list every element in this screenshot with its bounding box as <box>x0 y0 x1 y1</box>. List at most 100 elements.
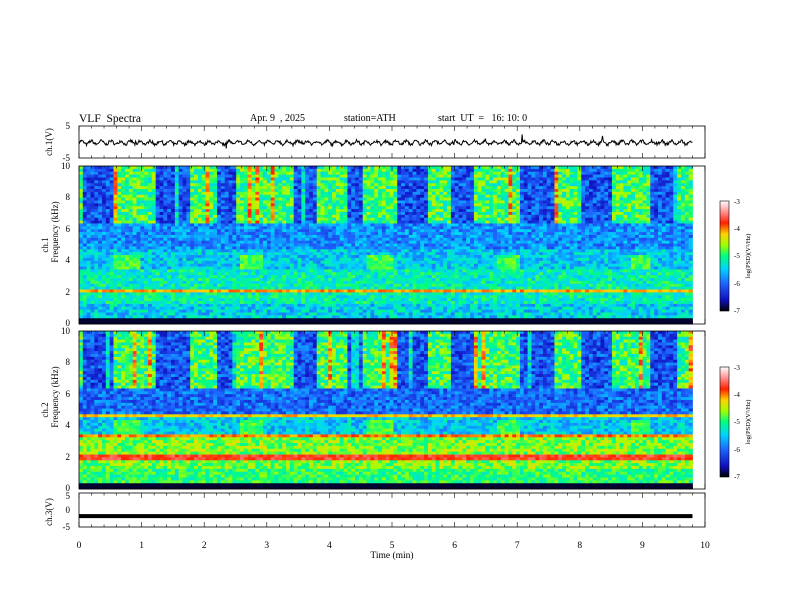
spectrogram-cell <box>174 229 180 233</box>
spectrogram-cell <box>289 257 295 262</box>
spectrogram-cell <box>205 186 210 190</box>
spectrogram-cell <box>401 166 406 170</box>
spectrogram-cell <box>301 217 306 221</box>
spectrogram-cell <box>159 292 164 296</box>
spectrogram-cell <box>140 275 145 279</box>
spectrogram-cell <box>293 303 298 308</box>
spectrogram-cell <box>136 312 141 316</box>
spectrogram-cell <box>343 229 348 233</box>
spectrogram-cell <box>205 194 210 198</box>
spectrogram-cell <box>224 269 229 273</box>
spectrogram-cell <box>293 275 298 279</box>
spectrogram-cell <box>102 280 107 285</box>
spectrogram-cell <box>182 280 187 285</box>
spectrogram-cell <box>190 257 195 262</box>
spectrogram-cell <box>355 168 360 173</box>
spectrogram-cell <box>240 278 245 282</box>
spectrogram-cell <box>117 306 122 311</box>
spectrogram-cell <box>105 246 111 250</box>
spectrogram-cell <box>121 211 126 216</box>
spectrogram-cell <box>335 171 341 176</box>
spectrogram-cell <box>98 174 103 178</box>
spectrogram-cell <box>355 249 360 253</box>
spectrogram-cell <box>301 306 306 311</box>
spectrogram-cell <box>355 275 360 279</box>
spectrogram-cell <box>109 186 114 190</box>
spectrogram-cell <box>148 280 153 285</box>
spectrogram-cell <box>259 209 264 213</box>
spectrogram-cell <box>125 200 130 204</box>
spectrogram-cell <box>178 214 183 219</box>
spectrogram-cell <box>224 275 229 279</box>
spectrogram-cell <box>274 174 279 178</box>
spectrogram-cell <box>297 266 302 270</box>
spectrogram-cell <box>351 289 356 293</box>
spectrogram-cell <box>148 186 153 190</box>
spectrogram-cell <box>79 229 84 233</box>
spectrogram-cell <box>167 171 172 176</box>
spectrogram-cell <box>343 194 348 198</box>
spectrogram-cell <box>240 255 245 259</box>
spectrogram-cell <box>366 194 371 198</box>
spectrogram-cell <box>332 312 337 316</box>
spectrogram-cell <box>190 298 195 302</box>
spectrogram-cell <box>201 272 206 276</box>
spectrogram-cell <box>366 217 371 221</box>
spectrogram-cell <box>251 206 256 210</box>
spectrogram-cell <box>289 312 295 316</box>
spectrogram-cell <box>408 237 413 242</box>
spectrogram-cell <box>205 174 210 178</box>
spectrogram-cell <box>378 321 383 325</box>
spectrogram-cell <box>232 183 237 187</box>
spectrogram-cell <box>201 220 206 224</box>
spectrogram-cell <box>209 168 214 173</box>
spectrogram-cell <box>144 249 149 253</box>
spectrogram-cell <box>263 303 268 308</box>
spectrogram-cell <box>278 301 283 305</box>
spectrogram-cell <box>86 292 91 296</box>
spectrogram-cell <box>163 186 168 190</box>
spectrogram-cell <box>355 286 360 290</box>
spectrogram-cell <box>324 283 329 288</box>
spectrogram-cell <box>401 286 406 290</box>
spectrogram-cell <box>140 209 145 213</box>
spectrogram-cell <box>140 289 145 293</box>
spectrogram-cell <box>339 286 344 290</box>
spectrogram-cell <box>148 206 153 210</box>
spectrogram-cell <box>389 312 394 316</box>
spectrogram-cell <box>136 257 141 262</box>
spectrogram-cell <box>320 188 325 193</box>
spectrogram-cell <box>286 171 291 176</box>
spectrogram-cell <box>255 249 260 253</box>
spectrogram-cell <box>381 197 387 201</box>
spectrogram-cell <box>90 292 95 296</box>
spectrogram-cell <box>94 283 99 288</box>
spectrogram-cell <box>366 186 371 190</box>
spectrogram-cell <box>362 220 367 224</box>
spectrogram-cell <box>324 315 329 319</box>
spectrogram-cell <box>324 301 329 305</box>
spectrogram-cell <box>247 223 252 227</box>
spectrogram-cell <box>301 286 306 290</box>
spectrogram-cell <box>79 275 84 279</box>
spectrogram-cell <box>178 295 183 299</box>
spectrogram-cell <box>355 211 360 216</box>
spectrogram-cell <box>378 191 383 196</box>
spectrogram-cell <box>255 203 260 207</box>
spectrogram-cell <box>259 174 264 178</box>
spectrogram-cell <box>197 243 203 247</box>
spectrogram-cell <box>278 214 283 219</box>
spectrogram-cell <box>351 278 356 282</box>
spectrogram-cell <box>324 312 329 316</box>
spectrogram-cell <box>79 243 84 247</box>
spectrogram-cell <box>385 229 390 233</box>
spectrogram-cell <box>259 226 264 230</box>
spectrogram-cell <box>201 303 206 308</box>
spectrogram-cell <box>320 226 325 230</box>
spectrogram-cell <box>82 234 88 239</box>
spectrogram-cell <box>347 280 352 285</box>
spectrogram-cell <box>335 200 341 204</box>
spectrogram-cell <box>316 289 321 293</box>
spectrogram-cell <box>301 168 306 173</box>
spectrogram-cell <box>144 203 149 207</box>
